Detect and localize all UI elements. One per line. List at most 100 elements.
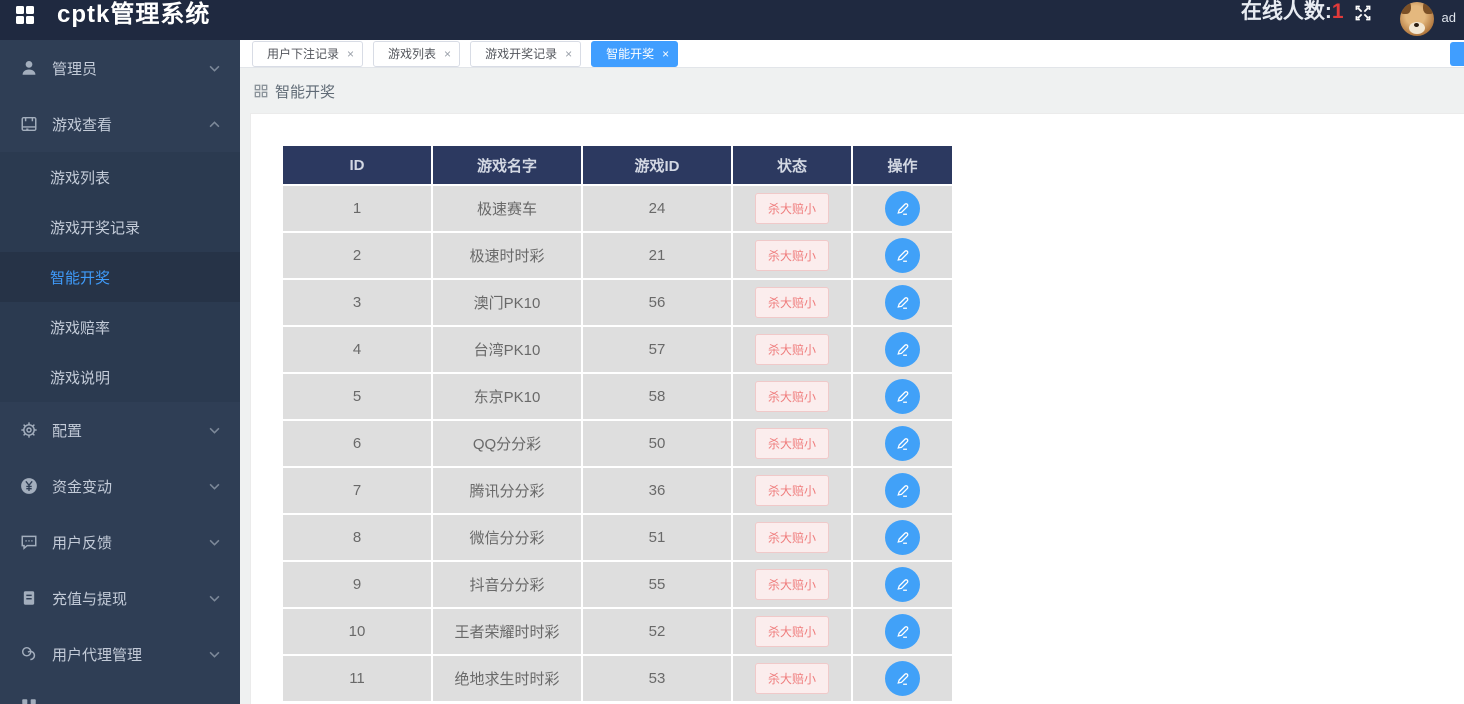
status-badge[interactable]: 杀大赔小	[754, 616, 829, 647]
breadcrumb: 智能开奖	[240, 69, 1464, 113]
edit-button[interactable]	[885, 332, 920, 367]
tab-smart-draw[interactable]: 智能开奖 ×	[591, 40, 679, 67]
edit-button[interactable]	[885, 520, 920, 555]
cell-game-id: 55	[582, 561, 733, 609]
app-header: cptk管理系统 在线人数:1 ad	[0, 0, 1464, 40]
status-badge[interactable]: 杀大赔小	[754, 193, 829, 224]
tab-overflow-button[interactable]	[1450, 42, 1464, 66]
sidebar-item-draw-records[interactable]: 游戏开奖记录	[50, 219, 141, 237]
sidebar-item-game-list[interactable]: 游戏列表	[50, 169, 111, 187]
close-icon[interactable]: ×	[662, 46, 670, 61]
online-count-value: 1	[1331, 0, 1344, 23]
cell-status: 杀大赔小	[732, 608, 853, 656]
table-row: 9 抖音分分彩 55 杀大赔小	[283, 561, 952, 609]
cell-id: 3	[283, 279, 433, 327]
pencil-icon	[897, 203, 909, 215]
close-icon[interactable]: ×	[444, 46, 452, 61]
avatar[interactable]	[1399, 2, 1434, 36]
sidebar-item-deposit-withdraw[interactable]: 充值与提现	[0, 570, 240, 626]
cell-actions	[852, 655, 952, 703]
dashboard-grid-icon	[254, 84, 268, 98]
user-icon	[20, 59, 38, 77]
edit-button[interactable]	[885, 614, 920, 649]
status-badge[interactable]: 杀大赔小	[754, 287, 829, 318]
edit-button[interactable]	[885, 473, 920, 508]
cell-actions	[852, 420, 952, 468]
gear-icon	[20, 421, 38, 439]
cell-status: 杀大赔小	[732, 279, 853, 327]
tab-user-bet-records[interactable]: 用户下注记录 ×	[252, 40, 364, 67]
sidebar-item-feedback[interactable]: 用户反馈	[0, 514, 240, 570]
content-panel: ID 游戏名字 游戏ID 状态 操作 1 极速赛车 24 杀大赔小 2 极速时时…	[250, 113, 1464, 704]
cell-status: 杀大赔小	[732, 232, 853, 280]
cell-id: 9	[283, 561, 433, 609]
status-badge[interactable]: 杀大赔小	[754, 381, 829, 412]
game-view-submenu: 游戏列表 游戏开奖记录 智能开奖 游戏赔率 游戏说明	[0, 152, 240, 402]
sidebar-item-agent-management[interactable]: 用户代理管理	[0, 626, 240, 682]
sidebar-item-game-odds[interactable]: 游戏赔率	[50, 319, 111, 337]
sidebar-item-game-help[interactable]: 游戏说明	[50, 369, 111, 387]
table-row: 8 微信分分彩 51 杀大赔小	[283, 514, 952, 562]
tab-bar: 用户下注记录 × 游戏列表 × 游戏开奖记录 × 智能开奖 ×	[240, 40, 1464, 68]
cell-id: 1	[283, 185, 433, 233]
chevron-down-icon	[209, 651, 220, 658]
tab-game-list[interactable]: 游戏列表 ×	[373, 40, 461, 67]
close-icon[interactable]: ×	[347, 46, 355, 61]
cell-game-id: 50	[582, 420, 733, 468]
status-badge[interactable]: 杀大赔小	[754, 475, 829, 506]
cell-game-id: 24	[582, 185, 733, 233]
sidebar-item-partial[interactable]	[0, 682, 240, 704]
cell-game-id: 53	[582, 655, 733, 703]
book-icon	[20, 115, 38, 133]
cell-game-id: 56	[582, 279, 733, 327]
cell-id: 11	[283, 655, 433, 703]
cell-game-id: 36	[582, 467, 733, 515]
pencil-icon	[897, 297, 909, 309]
cell-game-name: 极速时时彩	[432, 232, 583, 280]
edit-button[interactable]	[885, 379, 920, 414]
status-badge[interactable]: 杀大赔小	[754, 428, 829, 459]
edit-button[interactable]	[885, 285, 920, 320]
edit-button[interactable]	[885, 238, 920, 273]
sidebar-item-smart-draw[interactable]: 智能开奖	[0, 252, 240, 302]
cell-id: 5	[283, 373, 433, 421]
cell-game-name: 极速赛车	[432, 185, 583, 233]
fullscreen-icon[interactable]	[1354, 4, 1372, 22]
close-icon[interactable]: ×	[565, 46, 573, 61]
cell-game-id: 21	[582, 232, 733, 280]
money-icon	[20, 477, 38, 495]
sidebar-item-funds[interactable]: 资金变动	[0, 458, 240, 514]
column-header-game-name: 游戏名字	[432, 146, 583, 186]
sidebar-item-label: 用户反馈	[52, 534, 113, 552]
sidebar-item-admin[interactable]: 管理员	[0, 40, 240, 96]
edit-button[interactable]	[885, 661, 920, 696]
username: ad	[1441, 10, 1456, 25]
edit-button[interactable]	[885, 191, 920, 226]
table-row: 5 东京PK10 58 杀大赔小	[283, 373, 952, 421]
status-badge[interactable]: 杀大赔小	[754, 663, 829, 694]
table-row: 4 台湾PK10 57 杀大赔小	[283, 326, 952, 374]
cell-actions	[852, 185, 952, 233]
cell-status: 杀大赔小	[732, 326, 853, 374]
sidebar-item-label: 管理员	[52, 60, 98, 78]
cell-id: 4	[283, 326, 433, 374]
cell-game-name: 绝地求生时时彩	[432, 655, 583, 703]
edit-button[interactable]	[885, 567, 920, 602]
chevron-down-icon	[209, 427, 220, 434]
cell-status: 杀大赔小	[732, 467, 853, 515]
sidebar-item-label: 资金变动	[52, 478, 113, 496]
column-header-game-id: 游戏ID	[582, 146, 733, 186]
cell-game-name: 抖音分分彩	[432, 561, 583, 609]
edit-button[interactable]	[885, 426, 920, 461]
sidebar-item-game-view[interactable]: 游戏查看	[0, 96, 240, 152]
status-badge[interactable]: 杀大赔小	[754, 334, 829, 365]
status-badge[interactable]: 杀大赔小	[754, 240, 829, 271]
agent-icon	[20, 645, 38, 663]
cell-actions	[852, 326, 952, 374]
tab-draw-records[interactable]: 游戏开奖记录 ×	[470, 40, 582, 67]
sidebar-item-config[interactable]: 配置	[0, 402, 240, 458]
cell-game-id: 52	[582, 608, 733, 656]
status-badge[interactable]: 杀大赔小	[754, 569, 829, 600]
pencil-icon	[897, 579, 909, 591]
status-badge[interactable]: 杀大赔小	[754, 522, 829, 553]
